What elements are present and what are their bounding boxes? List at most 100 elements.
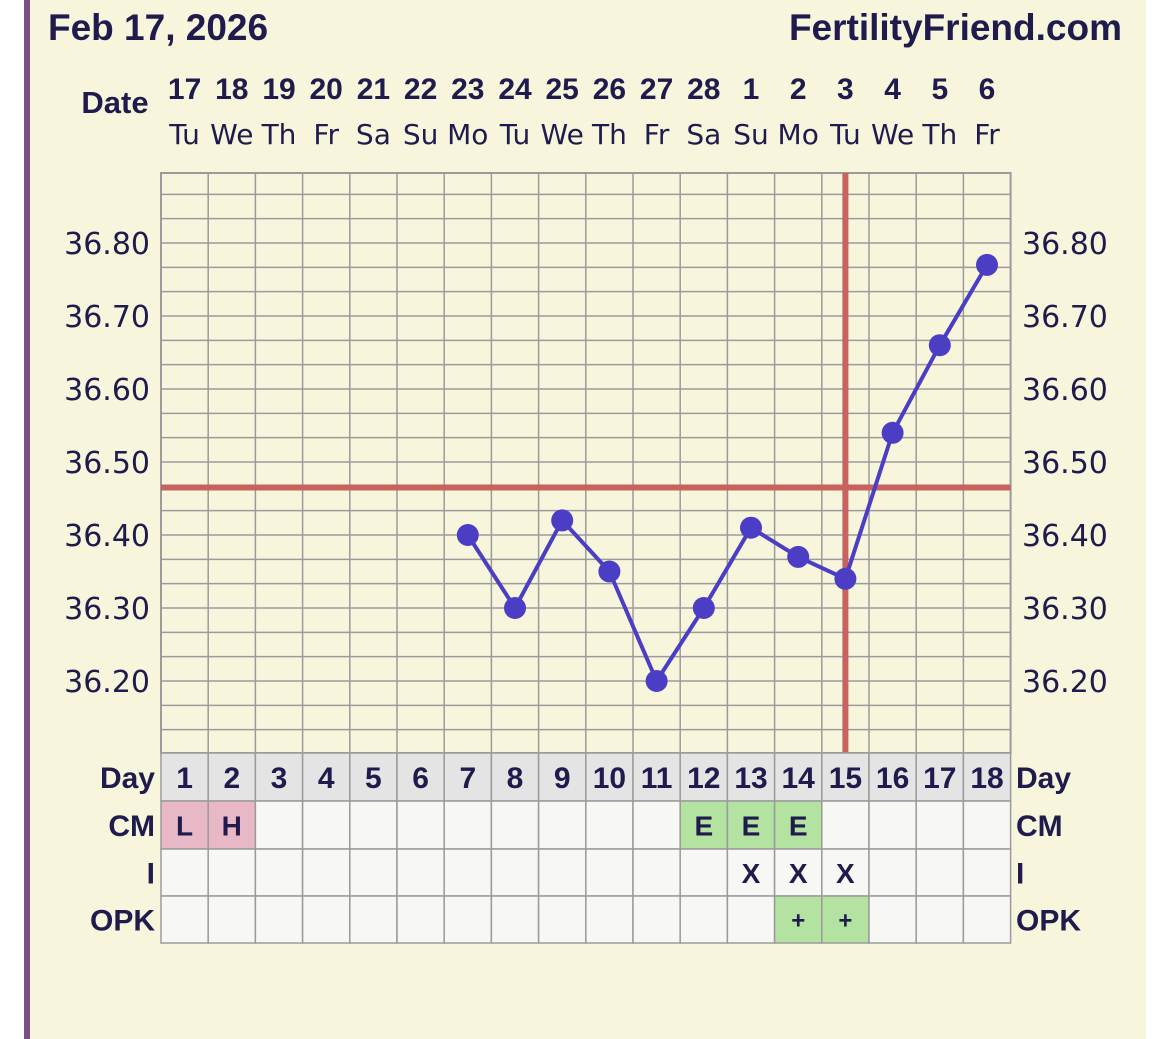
date-label-16: 4 — [884, 73, 901, 106]
chart-date-title: Feb 17, 2026 — [48, 7, 268, 48]
date-label-1: 17 — [168, 73, 201, 106]
y-axis-left: 36.80 36.70 36.60 36.50 36.40 36.30 36.20 — [64, 227, 150, 700]
temperature-point — [834, 567, 857, 590]
cm-cell — [443, 800, 493, 850]
y-axis-right: 36.80 36.70 36.60 36.50 36.40 36.30 36.20 — [1022, 227, 1108, 700]
opk-cell — [585, 895, 634, 944]
day-row-label-left: Day — [100, 762, 155, 795]
weekday-label-3: Th — [261, 118, 297, 151]
opk-cell-value: + — [838, 907, 852, 934]
day-cell-value: 18 — [970, 762, 1003, 795]
date-label-7: 23 — [451, 73, 484, 106]
y-tick-right: 36.20 — [1022, 665, 1108, 700]
cm-cell — [632, 800, 681, 850]
day-cell-value: 15 — [829, 762, 862, 795]
i-cell — [821, 848, 870, 897]
y-tick-left: 36.80 — [64, 227, 150, 262]
opk-cell — [160, 895, 209, 944]
day-cell-value: 1 — [176, 762, 193, 795]
i-cell — [679, 848, 729, 897]
temperature-point — [881, 421, 904, 444]
day-cell-value: 17 — [923, 762, 956, 795]
i-cell — [160, 848, 209, 897]
day-cell — [396, 752, 445, 802]
weekday-label-2: We — [210, 118, 253, 151]
opk-cell — [726, 895, 776, 944]
opk-cell — [537, 895, 587, 944]
cm-cell — [868, 800, 917, 850]
day-cell-value: 11 — [641, 762, 673, 795]
cm-row-label-right: CM — [1016, 810, 1063, 843]
weekday-label-16: We — [871, 118, 914, 151]
day-cell — [632, 752, 681, 802]
weekday-label-1: Tu — [168, 118, 200, 151]
temperature-point — [456, 524, 479, 546]
date-columns: 17 18 19 20 21 22 23 24 25 26 27 28 1 2 3 4 5 6Tu We Th Fr Sa… — [168, 73, 1000, 151]
y-tick-left: 36.20 — [64, 665, 150, 700]
i-cell — [868, 848, 917, 897]
i-cell — [726, 848, 776, 897]
day-cell-value: 4 — [318, 762, 335, 795]
day-cell-value: 5 — [365, 762, 382, 795]
i-cell — [962, 848, 1012, 897]
day-cell-value: 13 — [734, 762, 767, 795]
day-row-label-right: Day — [1016, 762, 1071, 795]
y-tick-left: 36.40 — [64, 519, 150, 554]
cm-cell — [915, 800, 965, 850]
weekday-label-12: Sa — [686, 118, 721, 151]
date-label-9: 25 — [546, 73, 579, 106]
cm-cell — [301, 800, 351, 850]
temperature-point — [504, 597, 526, 619]
y-tick-right: 36.80 — [1022, 227, 1108, 262]
cm-cell-value: E — [789, 810, 808, 841]
temperature-point — [928, 334, 951, 357]
y-tick-right: 36.30 — [1022, 592, 1108, 627]
day-cell-value: 14 — [782, 762, 816, 795]
weekday-label-14: Mo — [778, 118, 819, 151]
temperature-point — [551, 509, 574, 532]
weekday-label-4: Fr — [313, 118, 339, 151]
opk-cell — [679, 895, 729, 944]
i-cell — [490, 848, 540, 897]
i-cell-value: X — [836, 858, 855, 889]
reference-lines — [161, 173, 1011, 753]
day-cell — [773, 752, 823, 802]
day-cell — [868, 752, 917, 802]
day-cell-value: 7 — [459, 762, 476, 795]
i-row-label-left: I — [147, 858, 155, 891]
day-cell-value: 12 — [687, 762, 720, 795]
weekday-label-9: We — [541, 118, 584, 151]
opk-cell — [868, 895, 917, 944]
day-cell-value: 16 — [876, 762, 909, 795]
temperature-point — [692, 597, 715, 619]
i-row-label-right: I — [1016, 858, 1024, 891]
y-tick-right: 36.40 — [1022, 519, 1108, 554]
cm-cell-value: L — [176, 810, 193, 841]
cm-row-label-left: CM — [108, 810, 155, 843]
y-tick-left: 36.60 — [64, 373, 150, 408]
date-label-13: 1 — [743, 73, 760, 106]
i-cell — [632, 848, 681, 897]
weekday-label-8: Tu — [499, 118, 531, 151]
weekday-label-6: Su — [403, 118, 439, 151]
y-tick-right: 36.70 — [1022, 300, 1108, 335]
date-label-18: 6 — [979, 73, 996, 106]
date-label-5: 21 — [357, 73, 390, 106]
opk-row-label-right: OPK — [1016, 905, 1081, 938]
cm-cell — [962, 800, 1012, 850]
day-cell-value: 6 — [412, 762, 429, 795]
weekday-label-17: Th — [921, 118, 957, 151]
temperature-point — [740, 516, 762, 539]
cm-cell — [585, 800, 634, 850]
cm-cell-value: H — [222, 810, 242, 841]
day-cell-value: 10 — [593, 762, 626, 795]
date-label-14: 2 — [790, 73, 807, 106]
y-tick-right: 36.50 — [1022, 446, 1108, 481]
date-label-10: 26 — [593, 73, 626, 106]
i-cell-value: X — [789, 858, 808, 889]
opk-cell — [443, 895, 493, 944]
weekday-label-7: Mo — [447, 118, 488, 151]
cm-cell-value: E — [742, 810, 761, 841]
i-cell — [915, 848, 965, 897]
